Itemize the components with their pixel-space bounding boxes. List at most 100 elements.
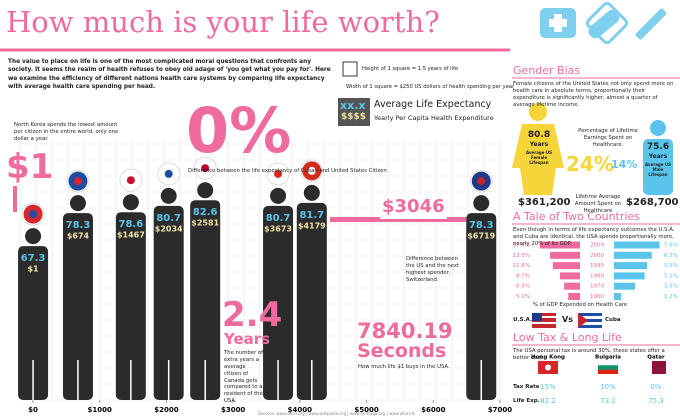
- legend-width: Width of 1 square = $250 US dollars of h…: [346, 84, 515, 90]
- year-label: 1970: [590, 284, 604, 290]
- flag-emblem: [274, 169, 283, 178]
- right-bar: [614, 262, 647, 270]
- figure-head: [473, 195, 490, 212]
- diff-band: [330, 217, 466, 222]
- left-label: 6.9%: [516, 284, 530, 290]
- flag-emblem: [545, 364, 551, 371]
- country-figure: 80.7$3673: [263, 162, 294, 400]
- figure-body: [263, 205, 294, 400]
- left-bar: [539, 241, 580, 249]
- right-label: 5.1%: [664, 273, 678, 279]
- gap: 0%: [186, 94, 292, 167]
- left-bar: [568, 293, 580, 300]
- x-tick-label: $4000: [288, 406, 312, 414]
- spend-symbol: $$$$: [341, 112, 367, 122]
- spend-label: $1: [27, 265, 39, 274]
- icon-cross: [549, 19, 567, 27]
- right-label: 7.6%: [664, 243, 678, 249]
- total-note: Lifetime Average Amount Spent on Healthc…: [574, 194, 622, 214]
- life-label: 78.3: [66, 220, 91, 231]
- tale-heading: A Tale of Two Countries: [513, 210, 640, 223]
- life-label: 67.3: [21, 253, 46, 264]
- x-tick-label: $1000: [88, 406, 112, 414]
- spend-label: $6719: [467, 232, 495, 241]
- bg-flag: [598, 365, 618, 370]
- x-tick-label: $2000: [154, 406, 178, 414]
- vs-label: Vs: [562, 315, 573, 324]
- spend-label: $3673: [264, 224, 292, 233]
- year-label: 1960: [590, 294, 604, 300]
- tale-text: Even though in terms of life expectancy …: [513, 227, 675, 247]
- year-label: 1980: [590, 273, 604, 279]
- flag-canton: [532, 313, 542, 321]
- right-label: 3.5%: [664, 284, 678, 290]
- country-figure: 81.7$4179: [296, 159, 327, 400]
- figure-body: [153, 205, 184, 400]
- tax-country: Bulgaria: [595, 355, 621, 361]
- figure-body: [115, 212, 146, 400]
- country-figure: 80.7$2034: [153, 162, 184, 400]
- intro: The value to place on life is one of the…: [8, 59, 331, 91]
- spend-label: $674: [67, 232, 90, 241]
- life-label: Life Exp.: [513, 398, 540, 404]
- legend-height: Height of 1 square = 1.5 years of life: [362, 66, 459, 72]
- year-label: 2000: [590, 253, 604, 259]
- right-bar: [614, 293, 622, 300]
- male-desc: Average US Male Lifespan: [644, 162, 672, 177]
- flag-stripe: [532, 322, 556, 324]
- spend-label: $4179: [298, 221, 326, 230]
- male-unit: Years: [648, 153, 668, 160]
- left-label: 8.7%: [516, 273, 530, 279]
- life-label: 81.7: [299, 210, 324, 221]
- x-tick-label: $7000: [488, 406, 512, 414]
- share-note: Percentage of Lifetime Earnings Spent on…: [578, 128, 638, 148]
- spend-label: $1467: [117, 231, 145, 240]
- life-symbol: xx.x: [340, 99, 366, 112]
- diff: $3046: [380, 196, 447, 219]
- female-head: [529, 103, 547, 121]
- female-total: $361,200: [518, 197, 571, 208]
- legend-spend: Yearly Per Capita Health Expenditure: [374, 114, 494, 122]
- country-figure: 78.3$6719: [466, 169, 497, 400]
- spend-label: $2034: [155, 224, 183, 233]
- year-label: 1990: [590, 263, 604, 269]
- flag-stripe: [532, 316, 556, 318]
- flag-emblem: [307, 166, 316, 175]
- figure-body: [18, 246, 49, 400]
- flag-emblem: [477, 177, 486, 186]
- figure-head: [122, 194, 139, 211]
- legend-life: Average Life Expectancy: [374, 99, 492, 110]
- flag-emblem: [164, 169, 173, 178]
- left-bar: [550, 251, 580, 259]
- bg-flag: [598, 369, 618, 374]
- life-label: 80.7: [266, 213, 291, 224]
- pink-marker: [13, 186, 17, 212]
- cuba-label: Cuba: [605, 317, 621, 323]
- female-figure: [512, 124, 564, 195]
- title: How much is your life worth?: [6, 5, 440, 39]
- figure-body: [190, 200, 221, 400]
- right-bar: [614, 241, 660, 249]
- years: 2.4: [222, 295, 283, 335]
- nk-note: North Korea spends the lowest amount per…: [14, 122, 119, 142]
- legend-box: [338, 98, 370, 126]
- tax-label: Tax Rate: [513, 384, 540, 390]
- tax-life: 82.2: [540, 397, 556, 405]
- spend-label: $2581: [191, 219, 219, 228]
- seconds-unit: Seconds: [357, 340, 447, 362]
- flag-emblem: [29, 210, 38, 219]
- flag-triangle: [578, 313, 588, 328]
- right-bar: [614, 272, 645, 280]
- gender-text: Female citizens of the United States not…: [513, 81, 674, 108]
- figure-head: [160, 187, 177, 204]
- male-share: 14%: [611, 158, 638, 171]
- figure-body: [466, 213, 497, 400]
- tax-life: 73.2: [600, 397, 616, 405]
- left-bar: [552, 262, 580, 270]
- left-label: 13.0%: [513, 253, 530, 259]
- female-desc: Average US Female Lifespan: [525, 150, 553, 165]
- left-bar: [564, 282, 580, 290]
- figure-head: [25, 228, 42, 245]
